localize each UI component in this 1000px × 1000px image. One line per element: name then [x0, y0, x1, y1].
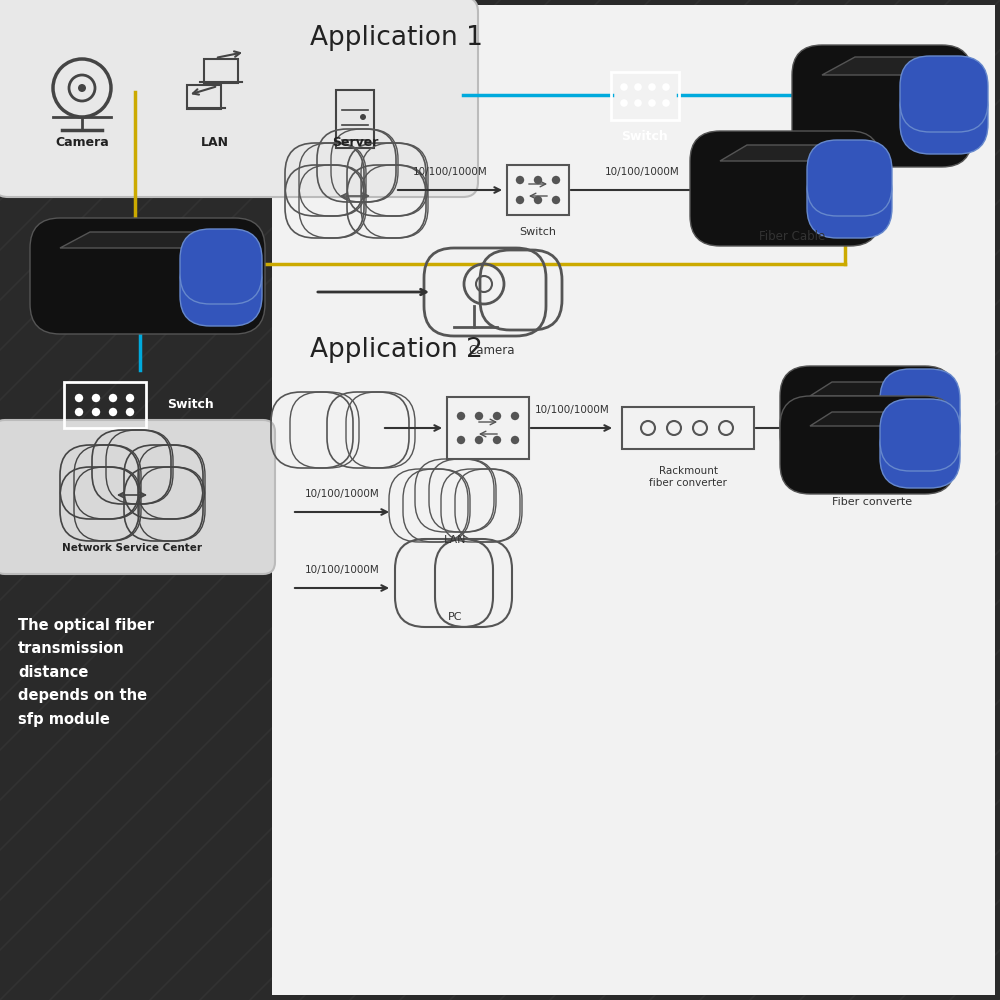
Text: The optical fiber
transmission
distance
depends on the
sfp module: The optical fiber transmission distance …	[18, 618, 154, 727]
Circle shape	[92, 408, 100, 416]
Circle shape	[634, 99, 642, 107]
Text: Server: Server	[332, 135, 378, 148]
Circle shape	[620, 83, 628, 91]
Text: Rackmount
fiber converter: Rackmount fiber converter	[649, 466, 727, 488]
Circle shape	[634, 83, 642, 91]
FancyBboxPatch shape	[780, 396, 955, 494]
FancyBboxPatch shape	[880, 386, 960, 458]
Text: 10/100/1000M: 10/100/1000M	[305, 565, 379, 575]
Text: Camera: Camera	[469, 344, 515, 357]
Text: Camera: Camera	[55, 135, 109, 148]
Circle shape	[493, 412, 501, 420]
FancyBboxPatch shape	[0, 420, 275, 574]
Circle shape	[516, 176, 524, 184]
FancyBboxPatch shape	[792, 45, 972, 167]
FancyBboxPatch shape	[0, 0, 478, 197]
Text: Application 2: Application 2	[310, 337, 483, 363]
FancyBboxPatch shape	[690, 131, 880, 246]
Circle shape	[534, 176, 542, 184]
Circle shape	[516, 196, 524, 204]
Text: LAN: LAN	[201, 135, 229, 148]
Circle shape	[126, 394, 134, 402]
Text: 10/100/1000M: 10/100/1000M	[535, 405, 609, 415]
Circle shape	[511, 436, 519, 444]
Circle shape	[620, 99, 628, 107]
Circle shape	[552, 176, 560, 184]
FancyBboxPatch shape	[880, 399, 960, 471]
FancyBboxPatch shape	[880, 416, 960, 488]
Circle shape	[457, 412, 465, 420]
Circle shape	[457, 436, 465, 444]
Polygon shape	[60, 232, 235, 248]
Circle shape	[648, 83, 656, 91]
FancyBboxPatch shape	[780, 366, 955, 464]
FancyBboxPatch shape	[807, 162, 892, 238]
Polygon shape	[810, 412, 932, 426]
Circle shape	[92, 394, 100, 402]
Circle shape	[75, 394, 83, 402]
Text: LAN: LAN	[444, 535, 466, 545]
Polygon shape	[720, 145, 857, 161]
FancyBboxPatch shape	[880, 369, 960, 441]
Circle shape	[109, 408, 117, 416]
Text: 10/100/1000M: 10/100/1000M	[605, 167, 679, 177]
Circle shape	[360, 114, 366, 120]
Text: Application 1: Application 1	[310, 25, 483, 51]
FancyBboxPatch shape	[807, 140, 892, 216]
Circle shape	[662, 83, 670, 91]
Circle shape	[475, 436, 483, 444]
Circle shape	[511, 412, 519, 420]
Text: 10/100/1000M: 10/100/1000M	[305, 489, 379, 499]
Circle shape	[662, 99, 670, 107]
FancyBboxPatch shape	[272, 5, 995, 995]
Circle shape	[534, 196, 542, 204]
FancyBboxPatch shape	[180, 229, 262, 304]
FancyBboxPatch shape	[180, 251, 262, 326]
Circle shape	[109, 394, 117, 402]
Circle shape	[475, 412, 483, 420]
Text: Fiber Cable: Fiber Cable	[759, 230, 825, 243]
Text: PC: PC	[448, 612, 462, 622]
Text: Switch: Switch	[167, 398, 214, 412]
Circle shape	[648, 99, 656, 107]
Text: Network Service Center: Network Service Center	[62, 543, 202, 553]
FancyBboxPatch shape	[900, 78, 988, 154]
FancyBboxPatch shape	[900, 56, 988, 132]
Circle shape	[126, 408, 134, 416]
Circle shape	[552, 196, 560, 204]
Polygon shape	[810, 382, 932, 396]
Circle shape	[75, 408, 83, 416]
Polygon shape	[822, 57, 965, 75]
Text: Fiber converte: Fiber converte	[832, 497, 912, 507]
FancyBboxPatch shape	[30, 218, 265, 334]
Circle shape	[493, 436, 501, 444]
Text: 10/100/1000M: 10/100/1000M	[413, 167, 487, 177]
Text: Switch: Switch	[622, 130, 668, 143]
Text: Switch: Switch	[520, 227, 556, 237]
Circle shape	[78, 84, 86, 92]
